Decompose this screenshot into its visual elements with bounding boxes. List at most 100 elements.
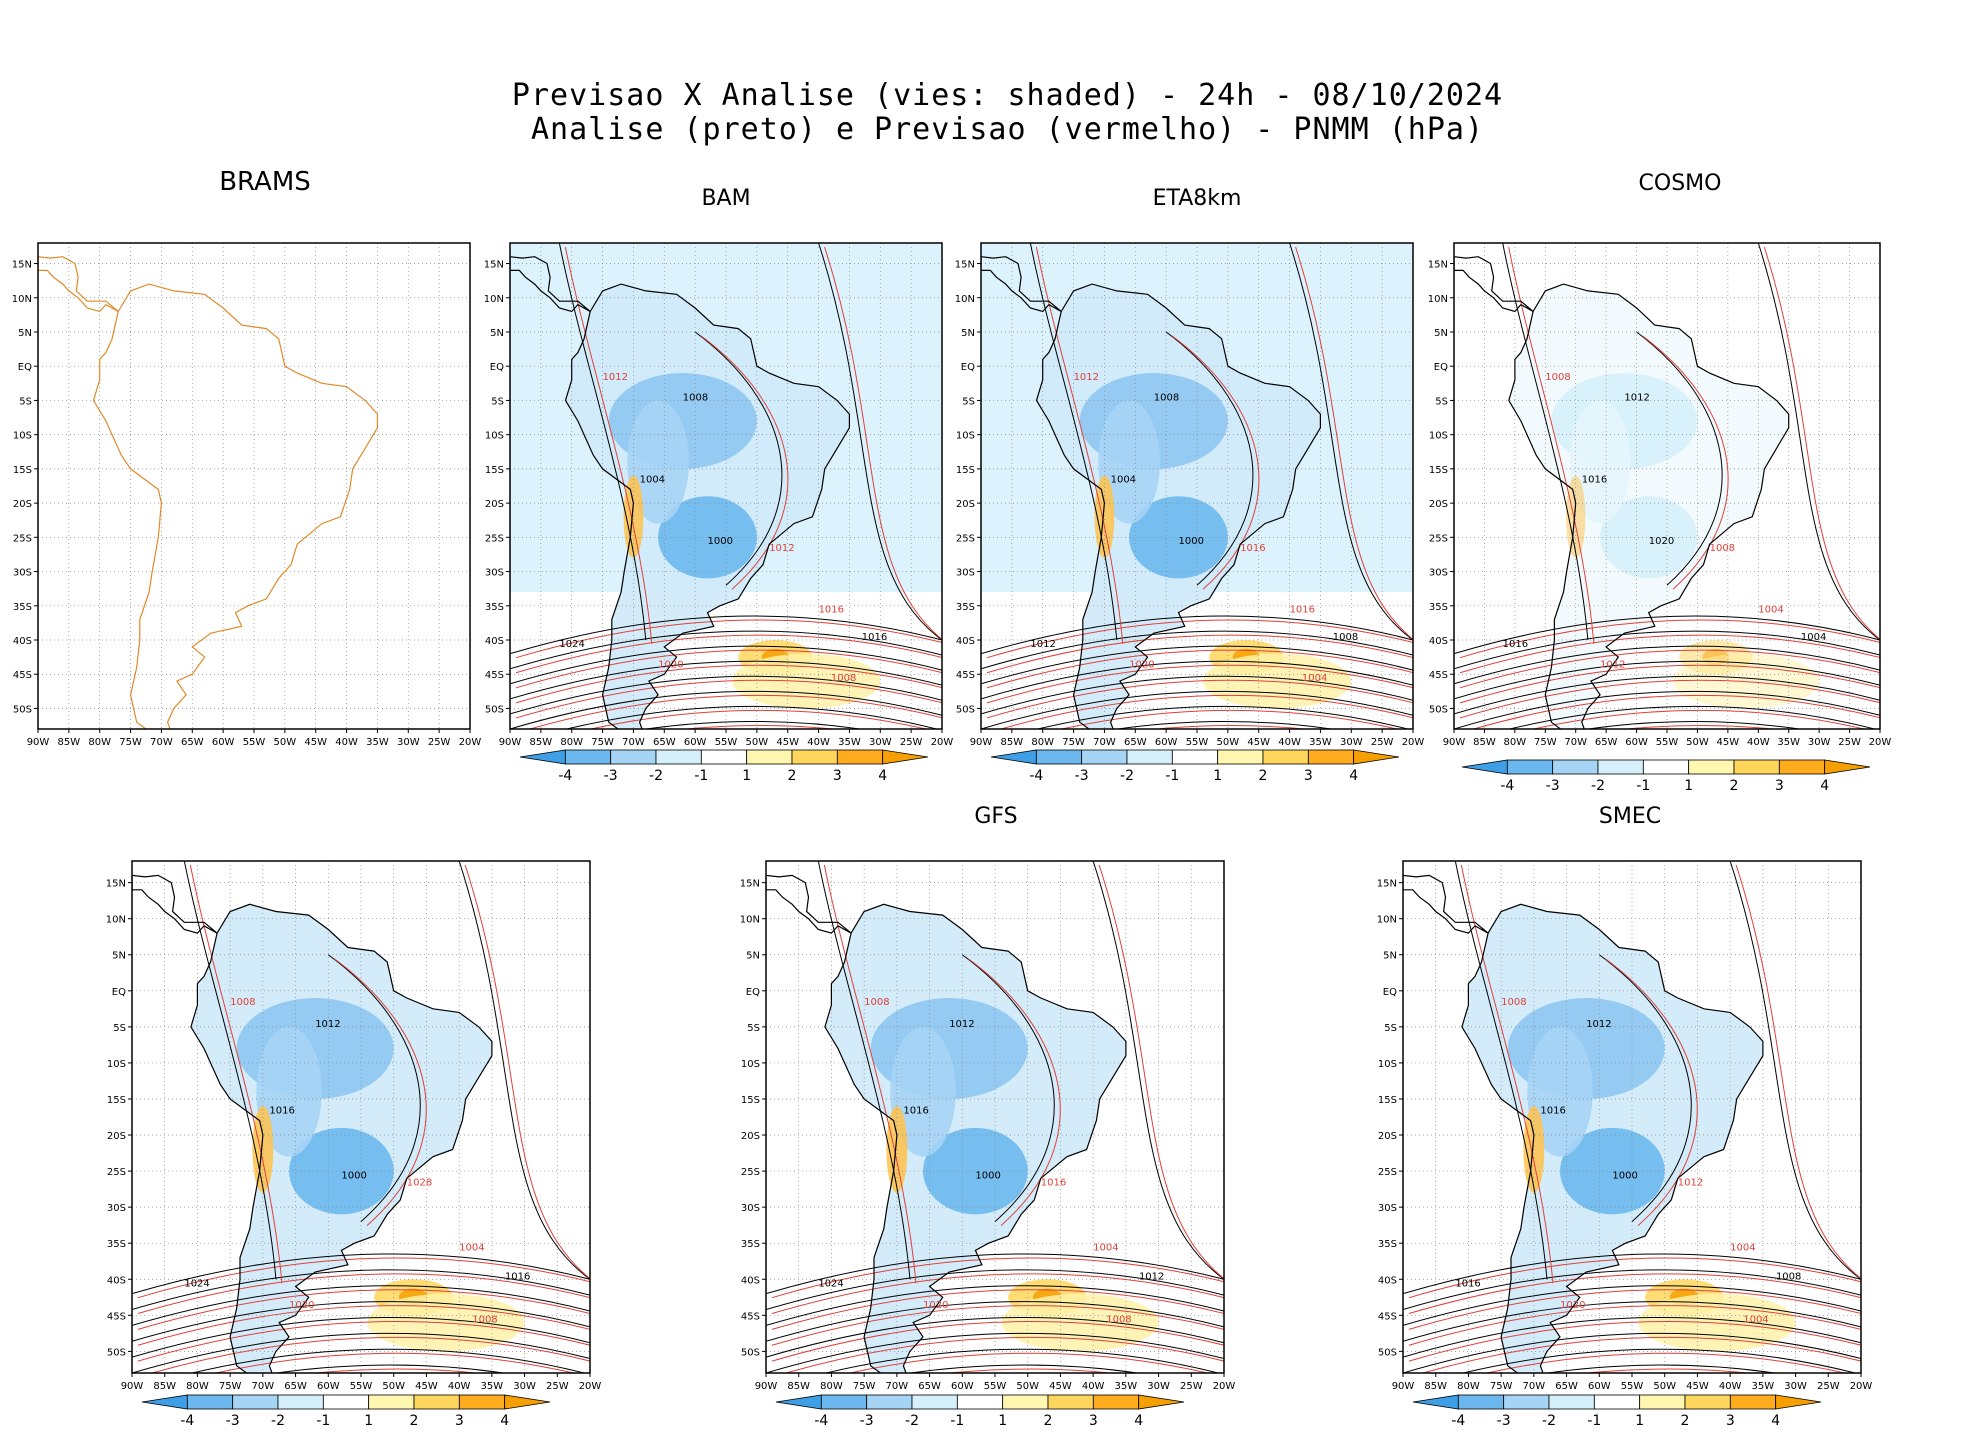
colorbar-bottom-left: -4 -3 -2 -1 1 2 3 4 — [141, 1394, 551, 1429]
colorbar-segment — [368, 1394, 415, 1410]
contour-label: 1008 — [864, 997, 889, 1008]
lon-tick-label: 40W — [1747, 737, 1770, 748]
analysis-isobar — [981, 630, 1413, 670]
colorbar-right-arrow — [1353, 749, 1400, 765]
colorbar-label: 3 — [1726, 1413, 1735, 1429]
lon-tick-label: 20W — [1850, 1381, 1873, 1392]
forecast-isobar — [986, 664, 1413, 704]
analysis-isobar — [132, 1285, 590, 1326]
contour-label: 1020 — [289, 1300, 314, 1311]
contour-label: 1004 — [1093, 1242, 1118, 1253]
lat-tick-label: 20S — [13, 499, 32, 510]
colorbar-label: 4 — [500, 1413, 509, 1429]
lat-tick-label: EQ — [1383, 987, 1397, 998]
coastline-central-america — [38, 256, 119, 313]
forecast-isobar — [1408, 1320, 1861, 1362]
panel-title-cosmo: COSMO — [1638, 171, 1722, 196]
colorbar-label: -3 — [1546, 778, 1560, 794]
lat-tick-label: 10N — [740, 915, 760, 926]
contour-label: 1008 — [1710, 543, 1735, 554]
lon-tick-label: 65W — [918, 1381, 941, 1392]
lon-tick-label: 85W — [530, 737, 553, 748]
forecast-isobar — [137, 1289, 590, 1330]
analysis-isobar — [132, 1253, 590, 1295]
lon-tick-label: 40W — [1082, 1381, 1105, 1392]
lon-tick-label: 45W — [1247, 737, 1270, 748]
panel-title-smec: SMEC — [1598, 804, 1662, 829]
lat-tick-label: 20S — [956, 499, 975, 510]
forecast-isobar — [1098, 864, 1224, 1280]
lat-tick-label: EQ — [961, 362, 975, 373]
lon-tick-label: 40W — [1719, 1381, 1742, 1392]
lat-tick-label: 10S — [13, 431, 32, 442]
contour-label: 1000 — [975, 1170, 1000, 1181]
lat-tick-label: 25S — [1378, 1167, 1397, 1178]
colorbar-label: -2 — [649, 768, 663, 784]
lon-tick-label: 30W — [1147, 1381, 1170, 1392]
contour-label: 1008 — [1501, 997, 1526, 1008]
analysis-isobar — [1403, 1332, 1861, 1373]
lon-tick-label: 90W — [1443, 737, 1466, 748]
lon-tick-label: 35W — [1777, 737, 1800, 748]
lon-tick-label: 70W — [1523, 1381, 1546, 1392]
lat-tick-label: 40S — [13, 636, 32, 647]
lon-tick-label: 80W — [1504, 737, 1527, 748]
forecast-isobar — [681, 724, 837, 729]
lat-tick-label: 5S — [19, 396, 32, 407]
lon-tick-label: 30W — [513, 1381, 536, 1392]
contour-label: 1004 — [1302, 673, 1327, 684]
lat-tick-label: 10N — [12, 294, 32, 305]
colorbar-segment — [746, 749, 793, 765]
lon-tick-label: 40W — [335, 737, 358, 748]
analysis-isobar — [766, 1253, 1224, 1295]
forecast-isobar — [771, 1305, 1224, 1346]
colorbar-cosmo: -4 -3 -2 -1 1 2 3 4 — [1461, 759, 1871, 794]
lat-tick-label: 15N — [1377, 879, 1397, 890]
colorbar-segment — [1126, 749, 1173, 765]
forecast-isobar — [1058, 709, 1399, 729]
analysis-isobar — [510, 645, 942, 685]
colorbar-label: 1 — [1213, 768, 1222, 784]
lat-tick-label: 15N — [12, 260, 32, 271]
lon-tick-label: 55W — [1186, 737, 1209, 748]
colorbar-label: -3 — [604, 768, 618, 784]
lat-tick-label: 50S — [13, 704, 32, 715]
analysis-isobar — [510, 630, 942, 670]
colorbar-segment — [1688, 759, 1735, 775]
lat-tick-label: 10S — [1429, 431, 1448, 442]
lat-tick-label: 20S — [1378, 1131, 1397, 1142]
analysis-isobar — [132, 1316, 590, 1358]
forecast-isobar — [515, 634, 942, 674]
lat-tick-label: 15N — [955, 260, 975, 271]
lon-tick-label: 35W — [366, 737, 389, 748]
lon-tick-label: 20W — [459, 737, 482, 748]
analysis-isobar — [183, 861, 277, 1280]
lon-tick-label: 80W — [186, 1381, 209, 1392]
forecast-isobar — [824, 246, 942, 640]
bias-negative-patch — [1527, 1026, 1593, 1157]
colorbar-left-arrow — [1412, 1394, 1459, 1410]
colorbar-label: 4 — [878, 768, 887, 784]
forecast-isobar — [564, 246, 653, 645]
analysis-isobar — [981, 675, 1413, 715]
bias-negative-patch — [1098, 400, 1160, 524]
contour-label: 1012 — [769, 543, 794, 554]
lon-tick-label: 90W — [1392, 1381, 1415, 1392]
lat-tick-label: 30S — [741, 1203, 760, 1214]
lat-tick-label: 15N — [1428, 260, 1448, 271]
forecast-isobar — [986, 634, 1413, 674]
lat-tick-label: 40S — [107, 1275, 126, 1286]
forecast-isobar — [1408, 1273, 1861, 1315]
lat-tick-label: 50S — [956, 704, 975, 715]
colorbar-label: -4 — [1029, 768, 1043, 784]
lat-tick-label: 15S — [485, 465, 504, 476]
forecast-isobar — [1735, 864, 1861, 1280]
lat-tick-label: 10S — [741, 1059, 760, 1070]
lon-tick-label: 80W — [560, 737, 583, 748]
lat-tick-label: 20S — [107, 1131, 126, 1142]
colorbar-segment — [1047, 1394, 1094, 1410]
forecast-isobar — [700, 335, 789, 590]
bias-negative-patch — [1600, 496, 1698, 579]
coastline-south-america — [190, 903, 493, 1373]
analysis-isobar — [766, 1285, 1224, 1326]
